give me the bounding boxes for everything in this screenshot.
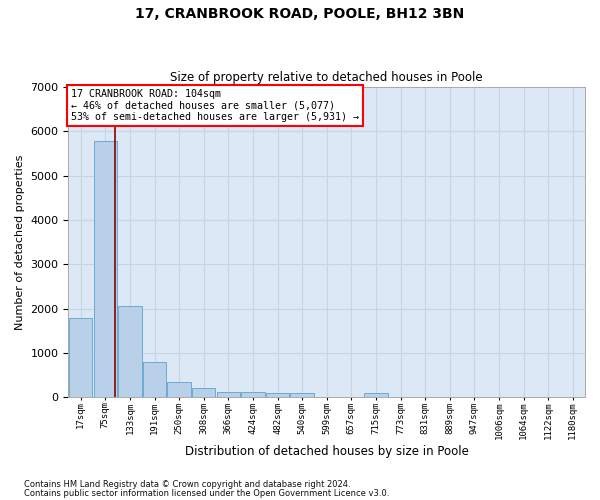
Bar xyxy=(364,392,388,397)
Bar xyxy=(217,392,240,397)
Y-axis label: Number of detached properties: Number of detached properties xyxy=(15,154,25,330)
Text: Contains public sector information licensed under the Open Government Licence v3: Contains public sector information licen… xyxy=(24,490,389,498)
Text: 17 CRANBROOK ROAD: 104sqm
← 46% of detached houses are smaller (5,077)
53% of se: 17 CRANBROOK ROAD: 104sqm ← 46% of detac… xyxy=(71,88,359,122)
Bar xyxy=(266,393,289,397)
Text: Contains HM Land Registry data © Crown copyright and database right 2024.: Contains HM Land Registry data © Crown c… xyxy=(24,480,350,489)
Bar xyxy=(241,392,265,397)
Bar xyxy=(192,388,215,397)
Bar xyxy=(167,382,191,397)
Bar xyxy=(69,318,92,397)
Bar xyxy=(118,306,142,397)
Bar xyxy=(94,141,117,397)
Bar xyxy=(143,362,166,397)
Text: 17, CRANBROOK ROAD, POOLE, BH12 3BN: 17, CRANBROOK ROAD, POOLE, BH12 3BN xyxy=(136,8,464,22)
X-axis label: Distribution of detached houses by size in Poole: Distribution of detached houses by size … xyxy=(185,444,469,458)
Title: Size of property relative to detached houses in Poole: Size of property relative to detached ho… xyxy=(170,72,483,85)
Bar xyxy=(290,393,314,397)
